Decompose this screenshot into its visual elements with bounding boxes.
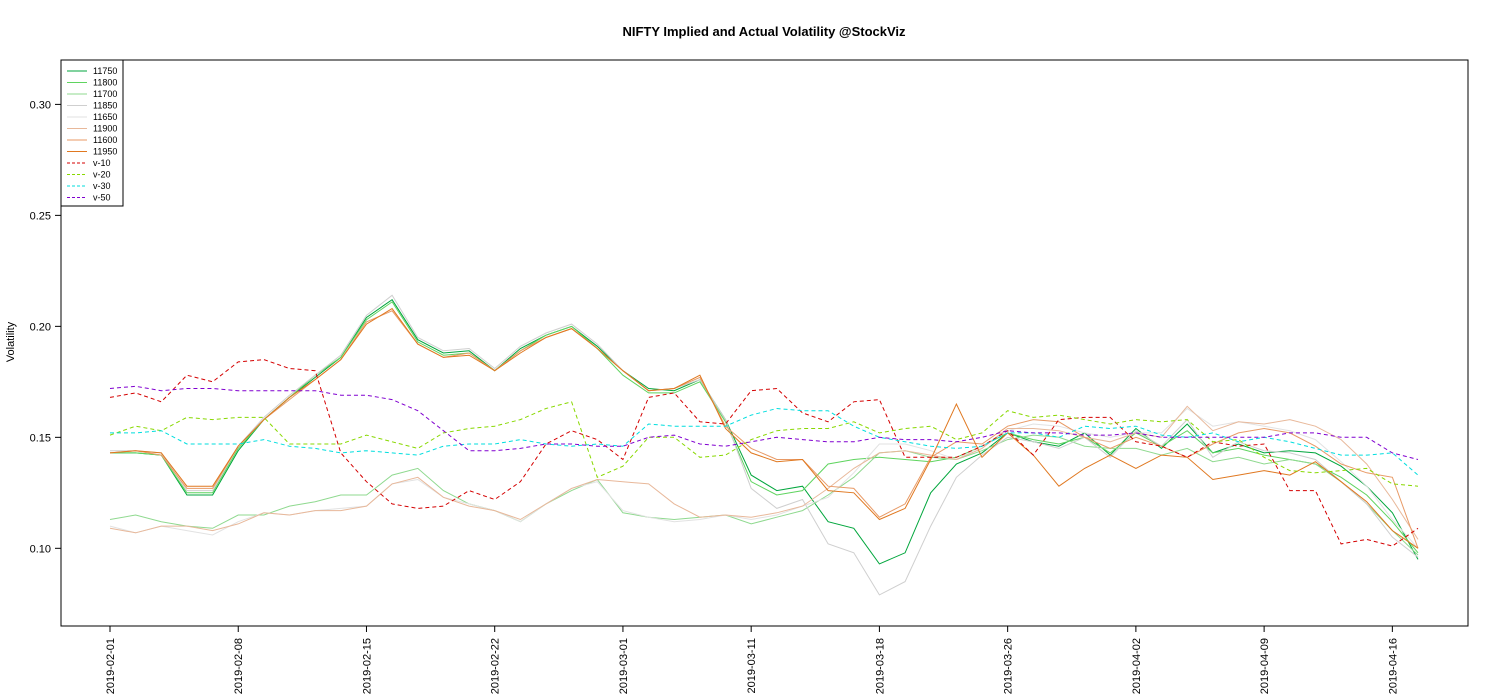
x-tick-label: 2019-03-11 bbox=[746, 638, 758, 693]
y-tick-label: 0.15 bbox=[30, 432, 51, 444]
y-axis-title: Volatility bbox=[5, 321, 17, 362]
series-line-v-20 bbox=[109, 401, 1419, 487]
series-line-v-30 bbox=[110, 407, 1419, 476]
series-line-11850 bbox=[110, 294, 1419, 596]
plot-frame bbox=[60, 59, 1469, 627]
legend-box bbox=[60, 59, 124, 207]
y-tick-label: 0.20 bbox=[30, 321, 51, 333]
legend-label-v-30: v-30 bbox=[93, 181, 111, 191]
legend-label-11850: 11850 bbox=[93, 101, 117, 111]
x-tick-label: 2019-03-26 bbox=[1003, 638, 1015, 694]
series-line-11900 bbox=[109, 405, 1419, 540]
series-line-11600 bbox=[109, 310, 1419, 549]
legend-label-v-20: v-20 bbox=[93, 170, 111, 180]
x-tick-label: 2019-02-08 bbox=[233, 638, 245, 694]
series-line-11700 bbox=[109, 434, 1419, 556]
legend-label-v-10: v-10 bbox=[93, 158, 111, 168]
legend-label-v-50: v-50 bbox=[93, 193, 111, 203]
x-tick-label: 2019-02-15 bbox=[361, 638, 373, 694]
series-line-11950 bbox=[109, 307, 1419, 549]
x-tick-label: 2019-04-09 bbox=[1259, 638, 1271, 694]
x-tick-label: 2019-02-01 bbox=[105, 638, 117, 694]
y-tick-label: 0.25 bbox=[30, 210, 51, 222]
x-tick-label: 2019-02-22 bbox=[490, 638, 502, 694]
chart-title: NIFTY Implied and Actual Volatility @Sto… bbox=[622, 24, 906, 39]
x-tick-label: 2019-04-02 bbox=[1131, 638, 1143, 694]
series-line-11750 bbox=[110, 298, 1419, 565]
y-axis: 0.10 0.15 0.20 0.25 0.30 bbox=[30, 99, 61, 555]
legend-label-11650: 11650 bbox=[93, 112, 117, 122]
series-lines bbox=[109, 294, 1419, 596]
x-axis: 2019-02-01 2019-02-08 2019-02-15 2019-02-22… bbox=[105, 626, 1399, 694]
series-line-11800 bbox=[110, 301, 1419, 554]
legend-label-11950: 11950 bbox=[93, 147, 117, 157]
x-tick-label: 2019-03-18 bbox=[874, 638, 886, 694]
legend-label-11900: 11900 bbox=[93, 124, 117, 134]
y-tick-label: 0.30 bbox=[30, 99, 51, 111]
y-tick-label: 0.10 bbox=[30, 543, 51, 555]
legend-label-11600: 11600 bbox=[93, 135, 117, 145]
legend-label-11750: 11750 bbox=[93, 66, 117, 76]
series-line-11650 bbox=[109, 407, 1419, 549]
x-tick-label: 2019-04-16 bbox=[1387, 638, 1399, 694]
legend-label-11800: 11800 bbox=[93, 78, 117, 88]
series-line-v-50 bbox=[109, 385, 1419, 460]
legend-label-11700: 11700 bbox=[93, 89, 117, 99]
x-tick-label: 2019-03-01 bbox=[618, 638, 630, 694]
series-line-v-10 bbox=[109, 359, 1419, 547]
